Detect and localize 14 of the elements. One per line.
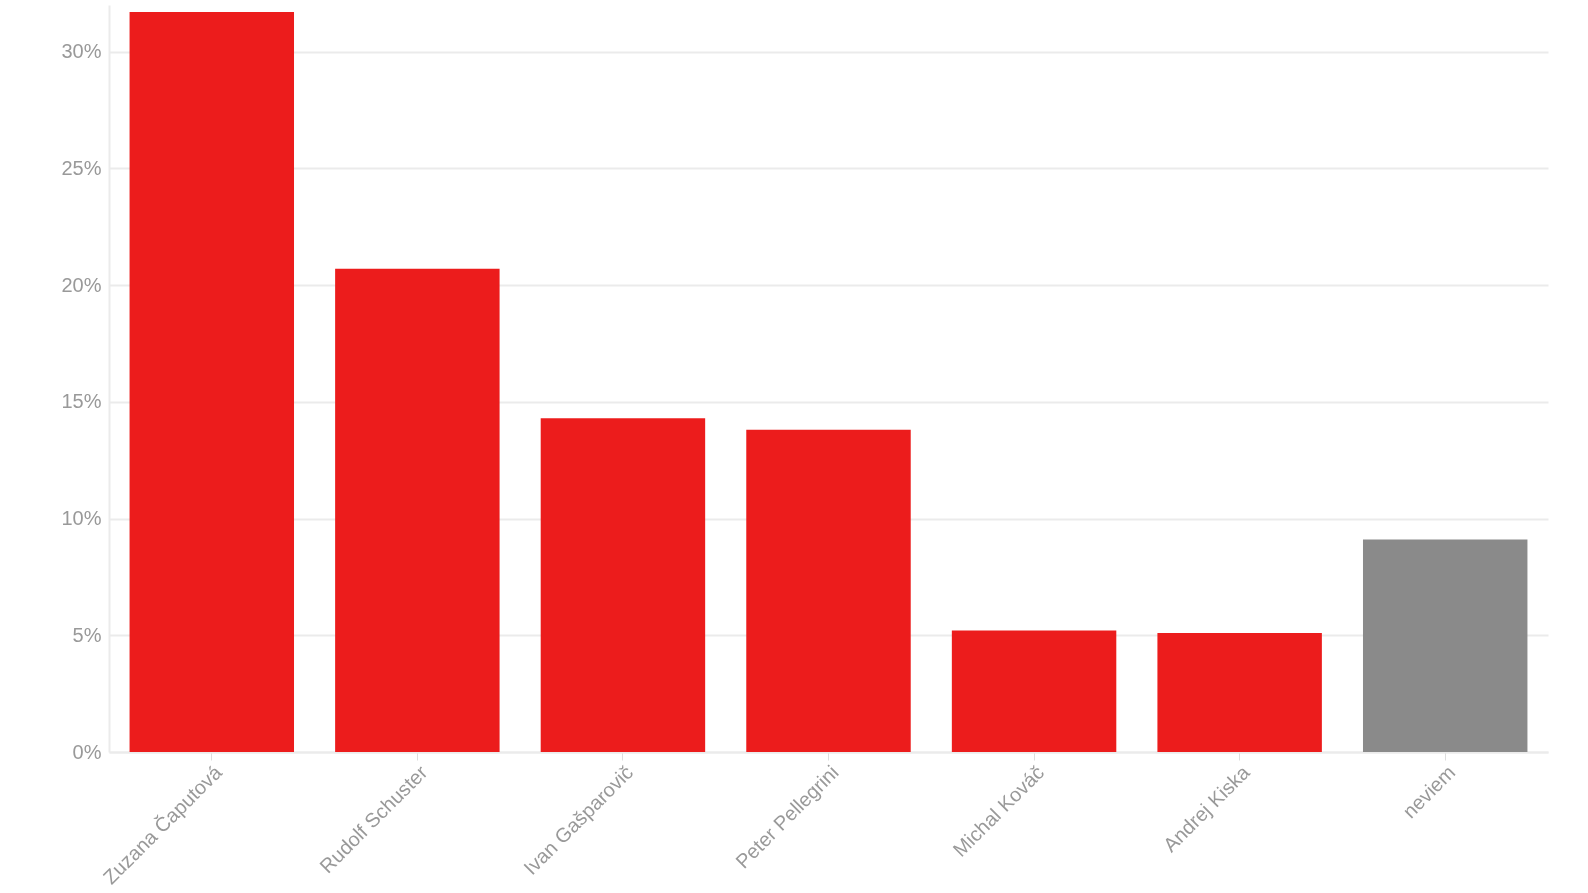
bar bbox=[335, 268, 500, 752]
y-tick-label: 0% bbox=[72, 740, 102, 763]
bar bbox=[951, 630, 1117, 752]
bar bbox=[540, 418, 706, 752]
y-tick-label: 20% bbox=[61, 273, 102, 296]
y-tick-label: 5% bbox=[72, 623, 102, 646]
bar bbox=[129, 12, 295, 752]
bar bbox=[1362, 539, 1528, 752]
bar bbox=[746, 429, 911, 752]
y-tick-label: 15% bbox=[61, 390, 102, 413]
bar bbox=[1157, 632, 1322, 752]
y-tick-label: 30% bbox=[61, 40, 102, 63]
y-tick-label: 10% bbox=[61, 507, 102, 530]
y-tick-label: 25% bbox=[61, 156, 102, 179]
